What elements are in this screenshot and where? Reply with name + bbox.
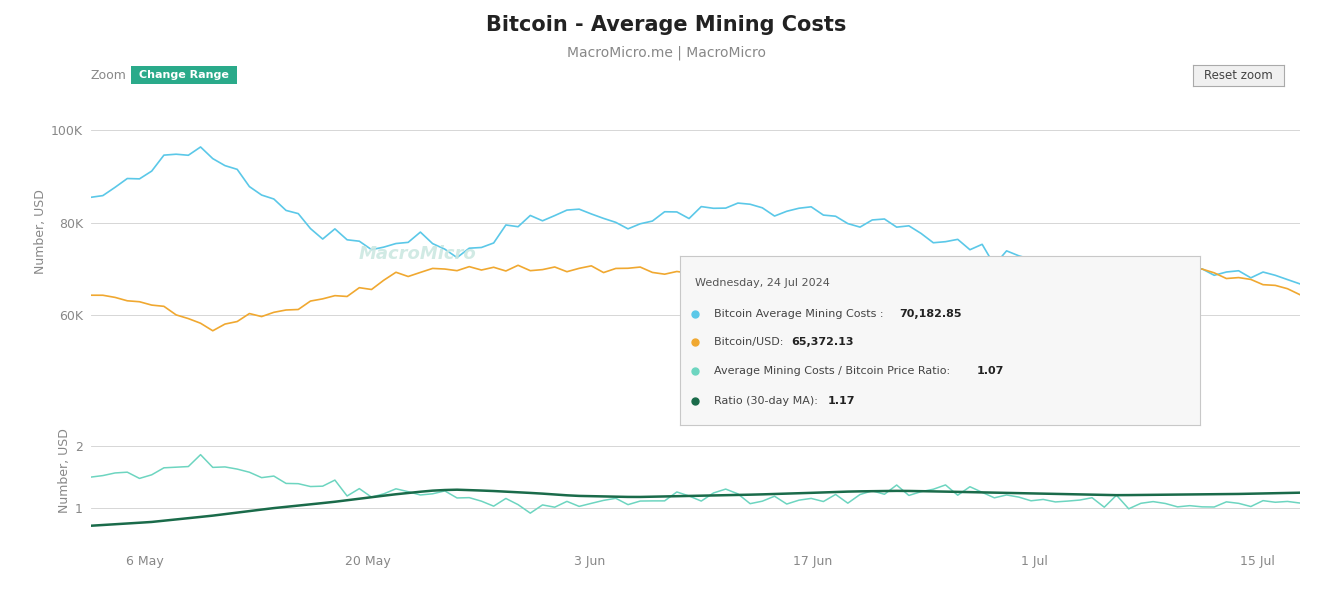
Text: Change Range: Change Range — [139, 71, 229, 80]
Text: Average Mining Costs / Bitcoin Price Ratio:: Average Mining Costs / Bitcoin Price Rat… — [713, 366, 953, 376]
Text: Bitcoin/USD:: Bitcoin/USD: — [713, 338, 786, 347]
Text: Bitcoin - Average Mining Costs: Bitcoin - Average Mining Costs — [487, 15, 846, 35]
Text: Reset zoom: Reset zoom — [1204, 69, 1273, 82]
Text: 1.07: 1.07 — [977, 366, 1004, 376]
Text: MacroMicro.me | MacroMicro: MacroMicro.me | MacroMicro — [567, 45, 766, 60]
Y-axis label: Number, USD: Number, USD — [57, 428, 71, 513]
Y-axis label: Number, USD: Number, USD — [33, 189, 47, 274]
Text: Wednesday, 24 Jul 2024: Wednesday, 24 Jul 2024 — [696, 279, 830, 288]
Text: 1.17: 1.17 — [828, 397, 854, 406]
Text: Zoom: Zoom — [91, 69, 127, 82]
Text: 70,182.85: 70,182.85 — [898, 309, 961, 318]
Text: Bitcoin Average Mining Costs :: Bitcoin Average Mining Costs : — [713, 309, 886, 318]
Text: MacroMicro: MacroMicro — [359, 245, 476, 263]
Text: Ratio (30-day MA):: Ratio (30-day MA): — [713, 397, 821, 406]
Text: 65,372.13: 65,372.13 — [792, 338, 854, 347]
